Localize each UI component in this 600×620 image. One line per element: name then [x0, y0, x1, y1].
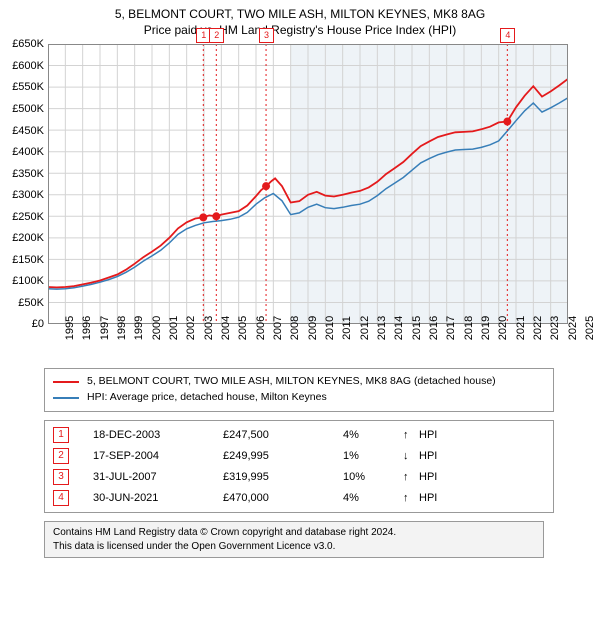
marker-dot — [262, 183, 270, 191]
legend-box: 5, BELMONT COURT, TWO MILE ASH, MILTON K… — [44, 368, 554, 412]
transaction-index: 2 — [53, 448, 69, 464]
transaction-hpi-label: HPI — [419, 467, 437, 488]
table-row: 2 17-SEP-2004£249,9951%↓HPI — [53, 446, 545, 467]
table-row: 1 18-DEC-2003£247,5004%↑HPI — [53, 425, 545, 446]
legend-row: 5, BELMONT COURT, TWO MILE ASH, MILTON K… — [53, 374, 545, 390]
marker-dot — [199, 214, 207, 222]
arrow-up-icon: ↑ — [403, 425, 419, 446]
y-axis-label: £600K — [12, 60, 44, 72]
arrow-down-icon: ↓ — [403, 446, 419, 467]
transaction-index: 1 — [53, 427, 69, 443]
transaction-hpi-label: HPI — [419, 425, 437, 446]
table-row: 3 31-JUL-2007£319,99510%↑HPI — [53, 467, 545, 488]
y-axis-label: £650K — [12, 38, 44, 50]
transaction-pct: 4% — [343, 488, 403, 509]
transaction-index: 4 — [53, 490, 69, 506]
footer-line1: Contains HM Land Registry data © Crown c… — [53, 526, 535, 540]
transaction-price: £470,000 — [223, 488, 343, 509]
marker-label: 3 — [259, 28, 274, 43]
x-axis-label: 2025 — [568, 316, 596, 340]
marker-label: 4 — [500, 28, 515, 43]
transaction-hpi-label: HPI — [419, 488, 437, 509]
marker-dot — [212, 213, 220, 221]
table-row: 4 30-JUN-2021£470,0004%↑HPI — [53, 488, 545, 509]
transaction-price: £319,995 — [223, 467, 343, 488]
chart-svg — [48, 44, 568, 324]
transaction-price: £249,995 — [223, 446, 343, 467]
legend-swatch — [53, 397, 79, 399]
transactions-table: 118-DEC-2003£247,5004%↑HPI217-SEP-2004£2… — [44, 420, 554, 514]
chart-title-line1: 5, BELMONT COURT, TWO MILE ASH, MILTON K… — [0, 6, 600, 22]
legend-label: HPI: Average price, detached house, Milt… — [87, 390, 327, 406]
transaction-hpi-label: HPI — [419, 446, 437, 467]
chart-container: 5, BELMONT COURT, TWO MILE ASH, MILTON K… — [0, 0, 600, 620]
transaction-index: 3 — [53, 469, 69, 485]
y-axis-label: £450K — [12, 125, 44, 137]
y-axis-label: £400K — [12, 146, 44, 158]
y-axis-label: £200K — [12, 232, 44, 244]
transaction-date: 31-JUL-2007 — [93, 467, 223, 488]
transaction-price: £247,500 — [223, 425, 343, 446]
marker-dot — [503, 118, 511, 126]
y-axis-label: £350K — [12, 168, 44, 180]
chart-area: £0£50K£100K£150K£200K£250K£300K£350K£400… — [48, 44, 568, 324]
marker-label: 2 — [209, 28, 224, 43]
y-axis-label: £500K — [12, 103, 44, 115]
y-axis-label: £100K — [12, 275, 44, 287]
legend-label: 5, BELMONT COURT, TWO MILE ASH, MILTON K… — [87, 374, 496, 390]
y-axis-label: £250K — [12, 211, 44, 223]
transaction-date: 30-JUN-2021 — [93, 488, 223, 509]
y-axis-label: £150K — [12, 254, 44, 266]
footer-box: Contains HM Land Registry data © Crown c… — [44, 521, 544, 558]
legend-swatch — [53, 381, 79, 383]
transaction-date: 17-SEP-2004 — [93, 446, 223, 467]
y-axis-label: £550K — [12, 81, 44, 93]
y-axis-label: £300K — [12, 189, 44, 201]
legend-row: HPI: Average price, detached house, Milt… — [53, 390, 545, 406]
transaction-pct: 4% — [343, 425, 403, 446]
arrow-up-icon: ↑ — [403, 488, 419, 509]
transaction-pct: 10% — [343, 467, 403, 488]
y-axis-label: £0 — [32, 318, 44, 330]
footer-line2: This data is licensed under the Open Gov… — [53, 540, 535, 554]
transaction-pct: 1% — [343, 446, 403, 467]
transaction-date: 18-DEC-2003 — [93, 425, 223, 446]
arrow-up-icon: ↑ — [403, 467, 419, 488]
y-axis-label: £50K — [18, 297, 44, 309]
